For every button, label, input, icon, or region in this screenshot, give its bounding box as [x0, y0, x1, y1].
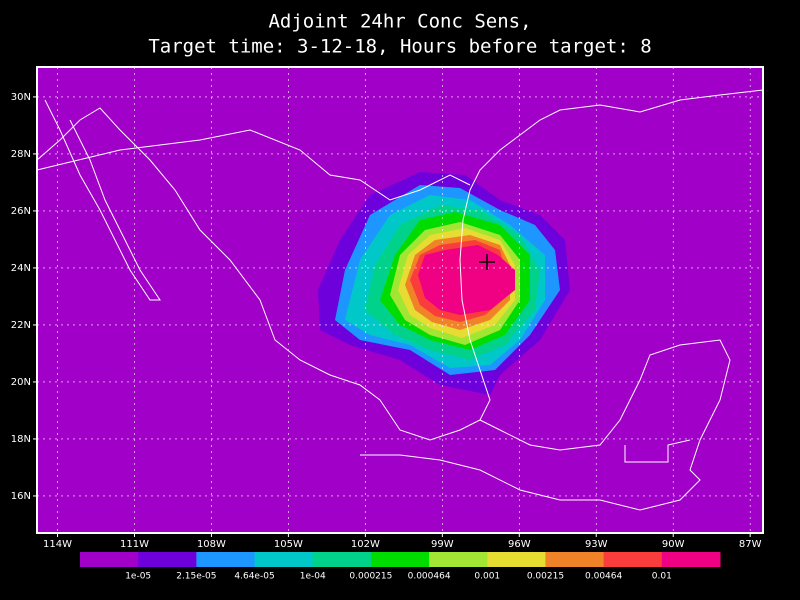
title-line: Target time: 3-12-18, Hours before targe…: [148, 36, 651, 58]
colorbar-label: 1e-04: [300, 572, 326, 582]
target-marker: [479, 254, 495, 270]
border: [36, 129, 471, 201]
x-tick-label: 105W: [274, 539, 303, 550]
x-tick-label: 99W: [431, 539, 454, 550]
colorbar-label: 2.15e-05: [176, 572, 216, 582]
y-tick-label: 26N: [11, 206, 31, 217]
border: [624, 439, 691, 463]
coastline: [360, 339, 731, 511]
colorbar-box: [603, 552, 663, 567]
x-tick-label: 93W: [585, 539, 608, 550]
y-tick-label: 30N: [11, 92, 31, 103]
title-line: Adjoint 24hr Conc Sens,: [268, 11, 531, 33]
colorbar-label: 0.00215: [527, 572, 564, 582]
colorbar-label: 0.000215: [349, 572, 392, 582]
colorbar-box: [254, 552, 314, 567]
colorbar-box: [545, 552, 605, 567]
y-tick-label: 28N: [11, 149, 31, 160]
x-tick-label: 114W: [43, 539, 72, 550]
colorbar-box: [661, 552, 721, 567]
colorbar-box: [196, 552, 256, 567]
grid: [37, 67, 763, 533]
colorbar-box: [138, 552, 197, 567]
x-tick-label: 90W: [662, 539, 685, 550]
coastline: [44, 99, 161, 301]
y-tick-label: 24N: [11, 263, 31, 274]
colorbar-label: 1e-05: [125, 572, 151, 582]
colorbar: 1e-05 2.15e-05 4.64e-05 1e-04 0.000215 0.0004…: [80, 552, 721, 582]
colorbar-label: 0.000464: [408, 572, 451, 582]
coastlines: [36, 89, 764, 511]
colorbar-label: 0.001: [474, 572, 500, 582]
x-tick-label: 111W: [120, 539, 149, 550]
y-tick-label: 18N: [11, 434, 31, 445]
colorbar-box: [429, 552, 488, 567]
colorbar-box: [487, 552, 546, 567]
y-tick-label: 22N: [11, 320, 31, 331]
colorbar-box: [80, 552, 139, 567]
map-frame: [36, 66, 764, 534]
x-tick-label: 102W: [351, 539, 380, 550]
y-tick-label: 16N: [11, 491, 31, 502]
y-tick-label: 20N: [11, 377, 31, 388]
plume: [318, 172, 570, 395]
colorbar-box: [312, 552, 372, 567]
x-tick-label: 96W: [508, 539, 531, 550]
x-tick-label: 108W: [197, 539, 226, 550]
x-tick-label: 87W: [739, 539, 762, 550]
coastline: [36, 89, 764, 441]
colorbar-label: 4.64e-05: [234, 572, 274, 582]
colorbar-box: [370, 552, 430, 567]
colorbar-label: 0.00464: [585, 572, 622, 582]
colorbar-label: 0.01: [652, 572, 672, 582]
